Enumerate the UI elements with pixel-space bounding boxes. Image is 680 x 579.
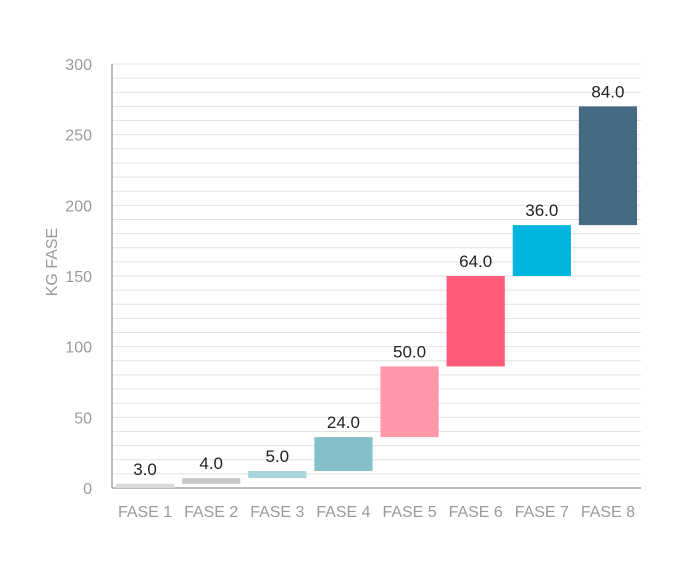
- bar-8: [578, 106, 638, 226]
- x-tick-labels: FASE 1 FASE 2 FASE 3 FASE 4 FASE 5 FASE 6 FASE…: [118, 504, 635, 521]
- y-axis-title: KG FASE: [44, 228, 61, 296]
- axes: [111, 64, 641, 489]
- data-label-1: 3.0: [133, 460, 157, 479]
- data-label-5: 50.0: [393, 342, 426, 361]
- y-tick-label: 50: [74, 410, 92, 427]
- data-label-2: 4.0: [199, 454, 223, 473]
- data-label-3: 5.0: [265, 447, 289, 466]
- bar-5: [380, 366, 439, 438]
- bar-2: [182, 478, 241, 484]
- data-label-8: 84.0: [591, 82, 624, 101]
- bar-1: [115, 483, 175, 488]
- x-tick-label-8: FASE 8: [581, 504, 635, 521]
- bar-6: [446, 276, 505, 367]
- bar-3: [248, 471, 307, 479]
- grid-lines: [112, 63, 641, 475]
- y-tick-labels: 0 50 100 150 200 250 300: [65, 57, 92, 498]
- x-tick-label-2: FASE 2: [184, 504, 238, 521]
- x-tick-label-6: FASE 6: [449, 504, 503, 521]
- data-labels: 3.0 4.0 5.0 24.0 50.0 64.0 36.0 84.0: [133, 82, 624, 478]
- x-tick-label-1: FASE 1: [118, 504, 172, 521]
- y-tick-label: 200: [65, 198, 92, 215]
- bars: [115, 106, 638, 488]
- y-tick-label: 150: [65, 269, 92, 286]
- x-tick-label-4: FASE 4: [316, 504, 370, 521]
- data-label-7: 36.0: [525, 201, 558, 220]
- y-tick-label: 100: [65, 340, 92, 357]
- y-tick-label: 300: [65, 57, 92, 74]
- y-tick-label: 0: [83, 481, 92, 498]
- x-tick-label-5: FASE 5: [382, 504, 436, 521]
- bar-7: [512, 225, 571, 276]
- data-label-6: 64.0: [459, 252, 492, 271]
- data-label-4: 24.0: [327, 413, 360, 432]
- y-tick-label: 250: [65, 128, 92, 145]
- bar-4: [314, 437, 373, 472]
- x-tick-label-3: FASE 3: [250, 504, 304, 521]
- x-tick-label-7: FASE 7: [515, 504, 569, 521]
